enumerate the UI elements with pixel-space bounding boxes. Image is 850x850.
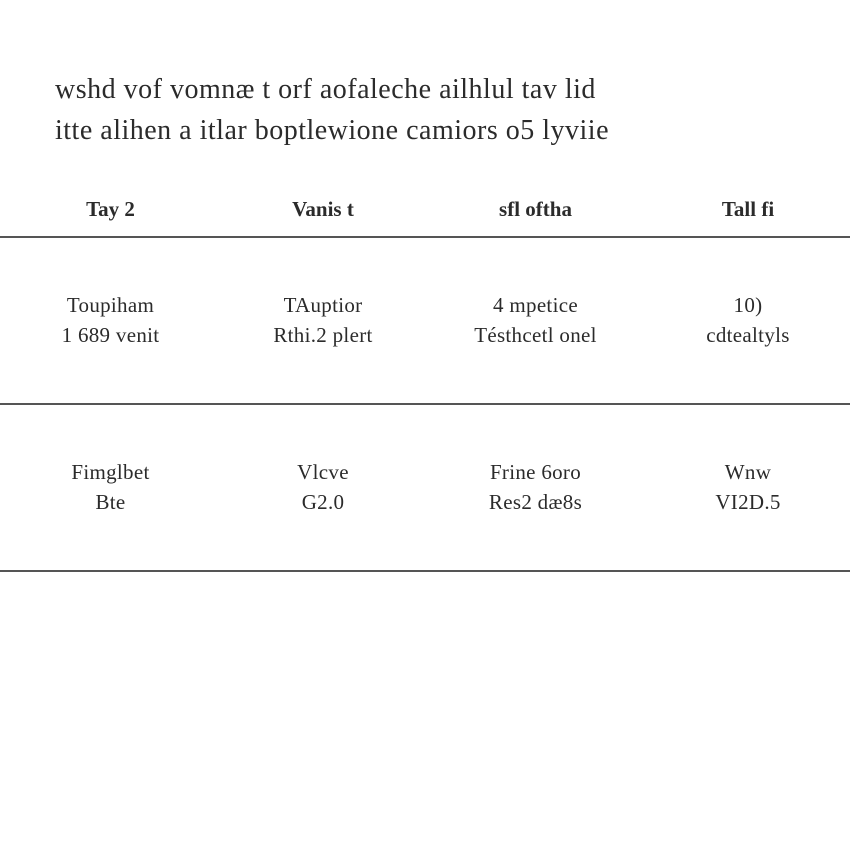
table-cell: Frine 6oro Res2 dæ8s [425, 404, 646, 571]
cell-line: TAuptior [231, 291, 415, 320]
column-header: sfl oftha [425, 191, 646, 237]
column-header: Vanis t [221, 191, 425, 237]
cell-line: Toupiham [10, 291, 211, 320]
document-page: wshd vof vomnæ t orf aofaleche ailhlul t… [0, 0, 850, 850]
data-table: Tay 2 Vanis t sfl oftha Tall fi Toupiham… [0, 191, 850, 572]
document-title: wshd vof vomnæ t orf aofaleche ailhlul t… [0, 70, 850, 151]
cell-line: VI2D.5 [656, 488, 840, 517]
cell-line: G2.0 [231, 488, 415, 517]
column-header: Tay 2 [0, 191, 221, 237]
table-cell: Wnw VI2D.5 [646, 404, 850, 571]
cell-line: Frine 6oro [435, 458, 636, 487]
title-line-2: itte alihen a itlar boptlewione camiors … [55, 111, 810, 152]
table-row: Fimglbet Bte Vlcve G2.0 Frine 6oro Res2 … [0, 404, 850, 571]
title-line-1: wshd vof vomnæ t orf aofaleche ailhlul t… [55, 70, 810, 111]
table-cell: Vlcve G2.0 [221, 404, 425, 571]
table-row: Toupiham 1 689 venit TAuptior Rthi.2 ple… [0, 237, 850, 404]
cell-line: 4 mpetice [435, 291, 636, 320]
cell-line: Wnw [656, 458, 840, 487]
cell-line: Res2 dæ8s [435, 488, 636, 517]
table-cell: 10) cdtealtyls [646, 237, 850, 404]
cell-line: 10) [656, 291, 840, 320]
cell-line: 1 689 venit [10, 321, 211, 350]
table-cell: Toupiham 1 689 venit [0, 237, 221, 404]
column-header: Tall fi [646, 191, 850, 237]
table-cell: TAuptior Rthi.2 plert [221, 237, 425, 404]
table-header-row: Tay 2 Vanis t sfl oftha Tall fi [0, 191, 850, 237]
table-cell: 4 mpetice Tésthcetl onel [425, 237, 646, 404]
cell-line: cdtealtyls [656, 321, 840, 350]
cell-line: Rthi.2 plert [231, 321, 415, 350]
table-cell: Fimglbet Bte [0, 404, 221, 571]
cell-line: Fimglbet [10, 458, 211, 487]
cell-line: Tésthcetl onel [435, 321, 636, 350]
cell-line: Bte [10, 488, 211, 517]
cell-line: Vlcve [231, 458, 415, 487]
